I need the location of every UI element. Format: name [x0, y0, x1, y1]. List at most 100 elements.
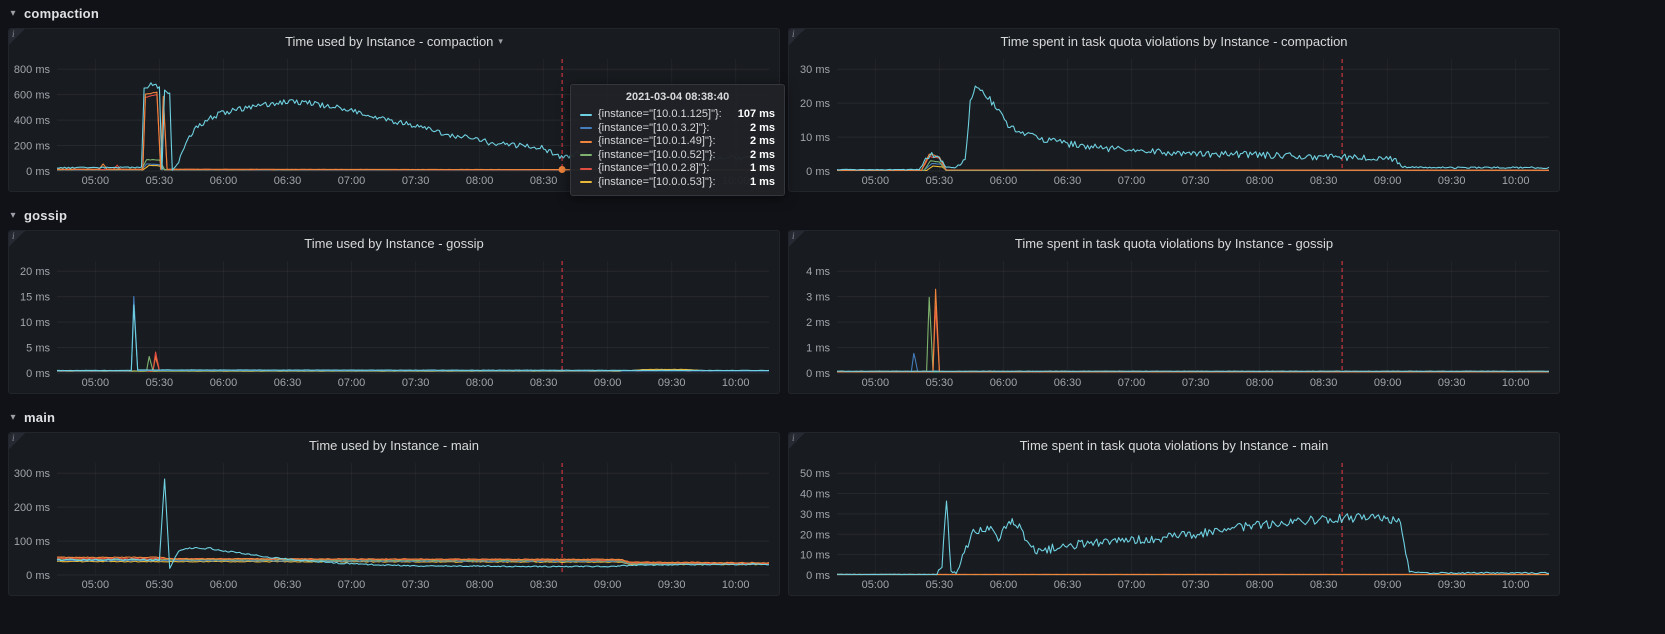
x-tick-label: 07:00	[1118, 175, 1146, 187]
series-line	[836, 85, 1550, 171]
y-tick-label: 15 ms	[20, 292, 50, 304]
panel-info-icon[interactable]: i	[789, 29, 805, 45]
panel-title[interactable]: Time used by Instance - compaction ▾	[9, 29, 779, 53]
series-line	[56, 559, 770, 565]
x-tick-label: 08:00	[1246, 579, 1274, 591]
x-tick-label: 07:00	[1118, 579, 1146, 591]
y-tick-label: 200 ms	[14, 502, 51, 514]
chart-svg: 0 ms 10 ms 20 ms 30 ms 40 ms 50 ms 05:00 05:30 0…	[800, 463, 1550, 591]
tooltip-row: {instance="[10.0.1.49]"}: 2 ms	[580, 135, 775, 149]
panel-title-text: Time used by Instance - main	[308, 437, 480, 453]
tooltip-time: 2021-03-04 08:38:40	[625, 91, 730, 103]
row-header-main[interactable]: ▾ main	[0, 404, 1665, 430]
x-tick-label: 08:00	[466, 377, 494, 389]
y-tick-label: 0 ms	[806, 166, 830, 178]
panel-info-icon[interactable]: i	[9, 433, 25, 449]
tooltip-series-label: {instance="[10.0.0.52]"}:	[598, 148, 716, 161]
x-tick-label: 09:30	[658, 377, 686, 389]
panels-grid: i Time used by Instance - compaction ▾ 0…	[0, 26, 1665, 202]
x-tick-label: 10:00	[722, 579, 750, 591]
y-tick-label: 0 ms	[806, 368, 830, 380]
x-tick-label: 06:30	[1054, 579, 1082, 591]
x-tick-label: 05:00	[862, 579, 890, 591]
x-tick-label: 05:30	[146, 175, 174, 187]
y-tick-label: 5 ms	[26, 343, 50, 355]
y-tick-label: 800 ms	[14, 64, 51, 76]
y-tick-label: 30 ms	[800, 509, 830, 521]
y-tick-label: 100 ms	[14, 536, 51, 548]
chart-time-used-gossip[interactable]: 0 ms 5 ms 10 ms 15 ms 20 ms 05:00 05:30 06:00 06…	[13, 255, 775, 389]
x-tick-label: 08:30	[530, 579, 558, 591]
x-tick-label: 10:00	[1502, 175, 1530, 187]
series-line	[57, 295, 770, 372]
tooltip-series-marker	[580, 127, 592, 130]
tooltip-series-marker	[580, 167, 592, 170]
chart-violations-main[interactable]: 0 ms 10 ms 20 ms 30 ms 40 ms 50 ms 05:00 05:30 0…	[793, 457, 1555, 591]
y-tick-label: 2 ms	[806, 317, 830, 329]
x-tick-label: 06:00	[990, 579, 1018, 591]
panel-info-icon[interactable]: i	[9, 231, 25, 247]
chevron-down-icon: ▾	[10, 7, 16, 19]
panel-title[interactable]: Time spent in task quota violations by I…	[789, 433, 1559, 457]
series-line	[57, 351, 769, 372]
chart-violations-compaction[interactable]: 0 ms 10 ms 20 ms 30 ms 05:00 05:30 06:00 06:30 0…	[793, 53, 1555, 187]
tooltip-row: {instance="[10.0.0.52]"}: 2 ms	[580, 149, 775, 163]
y-tick-label: 10 ms	[800, 132, 830, 144]
row-title: main	[24, 409, 56, 425]
tooltip-series-value: 1 ms	[749, 175, 776, 188]
x-tick-label: 05:30	[926, 579, 954, 591]
row-title: compaction	[24, 5, 99, 21]
chart-violations-gossip[interactable]: 0 ms 1 ms 2 ms 3 ms 4 ms 05:00 05:30 06:00 06:30…	[793, 255, 1555, 389]
x-tick-label: 06:00	[990, 175, 1018, 187]
panel-info-icon[interactable]: i	[789, 231, 805, 247]
x-tick-label: 08:30	[1310, 579, 1338, 591]
x-tick-label: 05:00	[82, 377, 110, 389]
x-tick-label: 05:00	[82, 579, 110, 591]
series-line	[56, 556, 770, 564]
x-tick-label: 09:00	[1374, 175, 1402, 187]
x-tick-label: 05:30	[926, 175, 954, 187]
tooltip-series-marker	[580, 113, 592, 116]
panel-info-icon[interactable]: i	[789, 433, 805, 449]
row-header-compaction[interactable]: ▾ compaction	[0, 0, 1665, 26]
row-header-gossip[interactable]: ▾ gossip	[0, 202, 1665, 228]
panel-title[interactable]: Time used by Instance - gossip	[9, 231, 779, 255]
tooltip-series-value: 2 ms	[749, 135, 776, 147]
series-line	[837, 153, 1549, 171]
x-tick-label: 06:00	[210, 377, 238, 389]
x-tick-label: 07:00	[338, 377, 366, 389]
panel-title-text: Time spent in task quota violations by I…	[1000, 33, 1348, 49]
panel-info-icon[interactable]: i	[9, 29, 25, 45]
panel-title[interactable]: Time spent in task quota violations by I…	[789, 231, 1559, 255]
x-tick-label: 09:00	[594, 377, 622, 389]
chart-time-used-main[interactable]: 0 ms 100 ms 200 ms 300 ms 05:00 05:30 06:00 06:…	[13, 457, 775, 591]
y-tick-label: 0 ms	[26, 166, 50, 178]
x-tick-label: 05:30	[146, 579, 174, 591]
panel-title[interactable]: Time used by Instance - main	[9, 433, 779, 457]
hover-point-marker	[558, 166, 566, 173]
y-tick-label: 1 ms	[806, 343, 830, 355]
panels-grid: i Time used by Instance - main 0 ms 100 m…	[0, 430, 1665, 606]
x-tick-label: 06:00	[210, 579, 238, 591]
tooltip-row: {instance="[10.0.3.2]"}: 2 ms	[580, 122, 775, 136]
panel-title-text: Time used by Instance - compaction	[285, 33, 494, 49]
panel-title[interactable]: Time spent in task quota violations by I…	[789, 29, 1559, 53]
info-glyph: i	[792, 29, 795, 39]
panel-violations-gossip: i Time spent in task quota violations by…	[788, 230, 1560, 394]
x-tick-label: 10:00	[722, 377, 750, 389]
info-glyph: i	[12, 231, 15, 241]
panel-time-used-gossip: i Time used by Instance - gossip 0 ms 5 m…	[8, 230, 780, 394]
chart-svg: 0 ms 100 ms 200 ms 300 ms 05:00 05:30 06:00 06:…	[14, 463, 770, 591]
info-glyph: i	[792, 231, 795, 241]
panels-grid: i Time used by Instance - gossip 0 ms 5 m…	[0, 228, 1665, 404]
x-tick-label: 05:00	[82, 175, 110, 187]
y-tick-label: 20 ms	[800, 98, 830, 110]
x-tick-label: 09:00	[594, 579, 622, 591]
x-tick-label: 08:30	[1310, 175, 1338, 187]
x-tick-label: 07:30	[1182, 377, 1210, 389]
x-tick-label: 08:00	[1246, 175, 1274, 187]
y-tick-label: 20 ms	[800, 529, 830, 541]
series-line	[56, 478, 770, 569]
series-line	[837, 352, 1549, 373]
